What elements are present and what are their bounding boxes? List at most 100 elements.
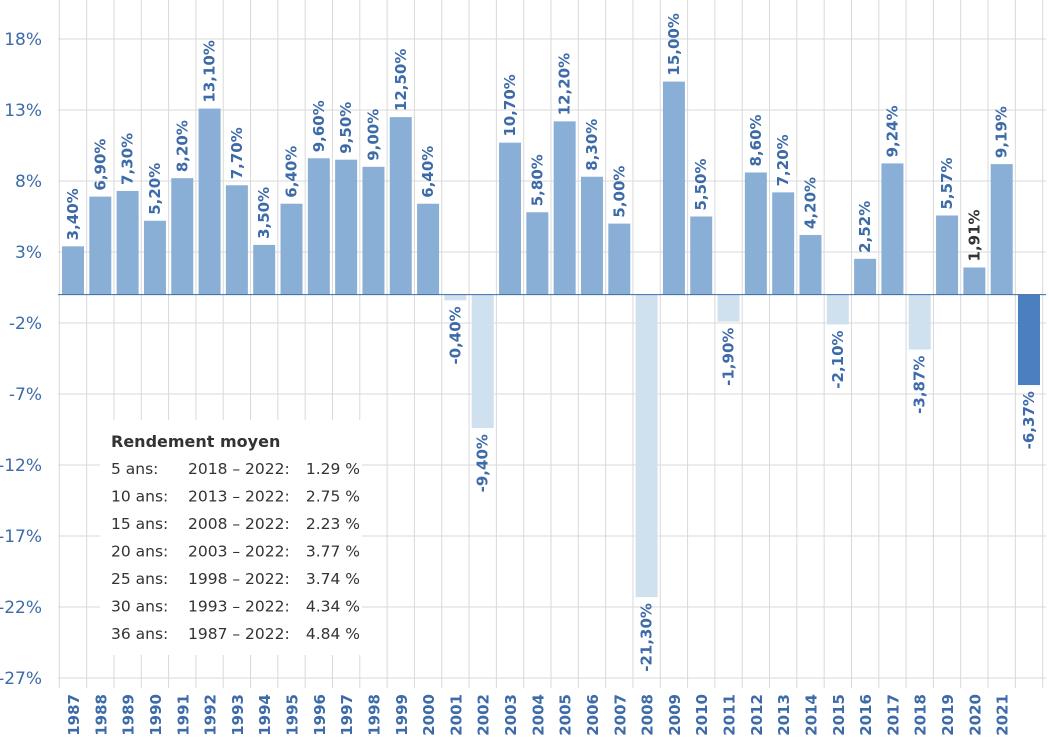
data-label: 5,80%	[528, 154, 546, 206]
data-label: 9,24%	[883, 105, 901, 157]
data-label: 12,50%	[392, 49, 410, 111]
bar	[799, 234, 822, 295]
x-tick-label: 2014	[802, 694, 820, 736]
x-tick-label: 1989	[120, 694, 138, 736]
bar	[717, 294, 740, 322]
x-tick-label: 2005	[557, 694, 575, 736]
bar	[225, 185, 248, 295]
bar	[143, 220, 166, 295]
data-label: 5,57%	[938, 157, 956, 209]
data-label: 3,50%	[255, 187, 273, 239]
bar	[307, 158, 330, 295]
legend-range: 2013 – 2022:	[188, 488, 290, 506]
bar	[963, 267, 986, 295]
x-tick-label: 2000	[420, 694, 438, 736]
data-labels: 3,40% 6,90% 7,30% 5,20% 8,20% 13,10% 7,70% 3,50…	[64, 13, 1038, 672]
data-label: -1,90%	[720, 328, 738, 386]
legend-range: 1993 – 2022:	[188, 598, 290, 616]
data-label: 6,40%	[419, 146, 437, 198]
x-tick-label: 2009	[666, 694, 684, 736]
bar	[608, 223, 631, 295]
legend-range: 2018 – 2022:	[188, 460, 290, 478]
y-tick-label: 18%	[4, 30, 42, 50]
data-label: 15,00%	[665, 13, 683, 75]
x-tick-label: 1994	[256, 694, 274, 736]
bar	[1018, 294, 1040, 386]
x-tick-label: 2006	[584, 694, 602, 736]
bar	[936, 215, 959, 295]
data-label: 9,00%	[364, 109, 382, 161]
x-tick-label: 1988	[92, 694, 110, 736]
x-tick-label: 2008	[639, 694, 657, 736]
x-tick-label: 2020	[966, 694, 984, 736]
x-tick-label: 2018	[912, 694, 930, 736]
legend-period: 30 ans:	[111, 598, 168, 616]
data-label: 10,70%	[501, 74, 519, 136]
data-label: 2,52%	[856, 201, 874, 253]
data-label: 7,30%	[119, 133, 137, 185]
legend-range: 1998 – 2022:	[188, 570, 290, 588]
legend-value: 2.23 %	[306, 515, 360, 533]
x-tick-label: 1992	[202, 694, 220, 736]
bar	[990, 164, 1013, 295]
y-tick-label: -17%	[0, 527, 42, 547]
data-label: -3,87%	[911, 356, 929, 414]
legend-value: 1.29 %	[306, 460, 360, 478]
legend-value: 4.84 %	[306, 625, 360, 643]
data-label: 6,90%	[91, 139, 109, 191]
bar	[471, 294, 494, 429]
y-tick-label: -27%	[0, 669, 42, 689]
bar	[198, 108, 221, 295]
legend-period: 10 ans:	[111, 488, 168, 506]
data-label: 6,40%	[283, 146, 301, 198]
data-label: 9,50%	[337, 102, 355, 154]
bar	[116, 190, 139, 295]
bar	[662, 81, 685, 295]
bar	[89, 196, 112, 295]
data-label: 5,50%	[692, 158, 710, 210]
data-label: 13,10%	[201, 40, 219, 102]
data-label: 4,20%	[801, 177, 819, 229]
bar	[635, 294, 658, 598]
x-tick-label: 1995	[284, 694, 302, 736]
data-label: -0,40%	[446, 306, 464, 364]
bar	[335, 159, 358, 295]
bar	[744, 172, 767, 295]
y-tick-label: -12%	[0, 456, 42, 476]
bar	[362, 166, 385, 295]
legend-period: 20 ans:	[111, 543, 168, 561]
bar	[526, 212, 549, 295]
legend-period: 36 ans:	[111, 625, 168, 643]
y-axis-tick-labels: 18% 13% 8% 3% -2% -7% -12% -17% -22% -27%	[0, 30, 42, 689]
bar	[580, 176, 603, 295]
bar	[690, 216, 713, 295]
x-tick-label: 2012	[748, 694, 766, 736]
data-label: 8,60%	[747, 114, 765, 166]
legend-value: 3.77 %	[306, 543, 360, 561]
bar	[253, 244, 276, 295]
legend-value: 4.34 %	[306, 598, 360, 616]
x-tick-label: 2003	[502, 694, 520, 736]
y-tick-label: -7%	[9, 385, 42, 405]
legend-range: 1987 – 2022:	[188, 625, 290, 643]
data-label: 12,20%	[556, 53, 574, 115]
x-tick-label: 2016	[857, 694, 875, 736]
data-label: 3,40%	[64, 188, 82, 240]
legend-value: 3.74 %	[306, 570, 360, 588]
bar	[499, 142, 522, 295]
x-tick-label: 1997	[338, 694, 356, 736]
data-label: 7,70%	[228, 127, 246, 179]
x-tick-label: 2013	[775, 694, 793, 736]
bar	[553, 121, 576, 295]
x-tick-label: 2004	[529, 694, 547, 736]
data-label: 1,91%	[965, 209, 983, 261]
legend-value: 2.75 %	[306, 488, 360, 506]
data-label: -21,30%	[638, 603, 656, 672]
data-label: 5,00%	[610, 166, 628, 218]
legend-period: 5 ans:	[111, 460, 158, 478]
legend-background	[100, 420, 362, 655]
data-label: 9,60%	[310, 100, 328, 152]
legend-period: 15 ans:	[111, 515, 168, 533]
bar	[908, 294, 931, 350]
